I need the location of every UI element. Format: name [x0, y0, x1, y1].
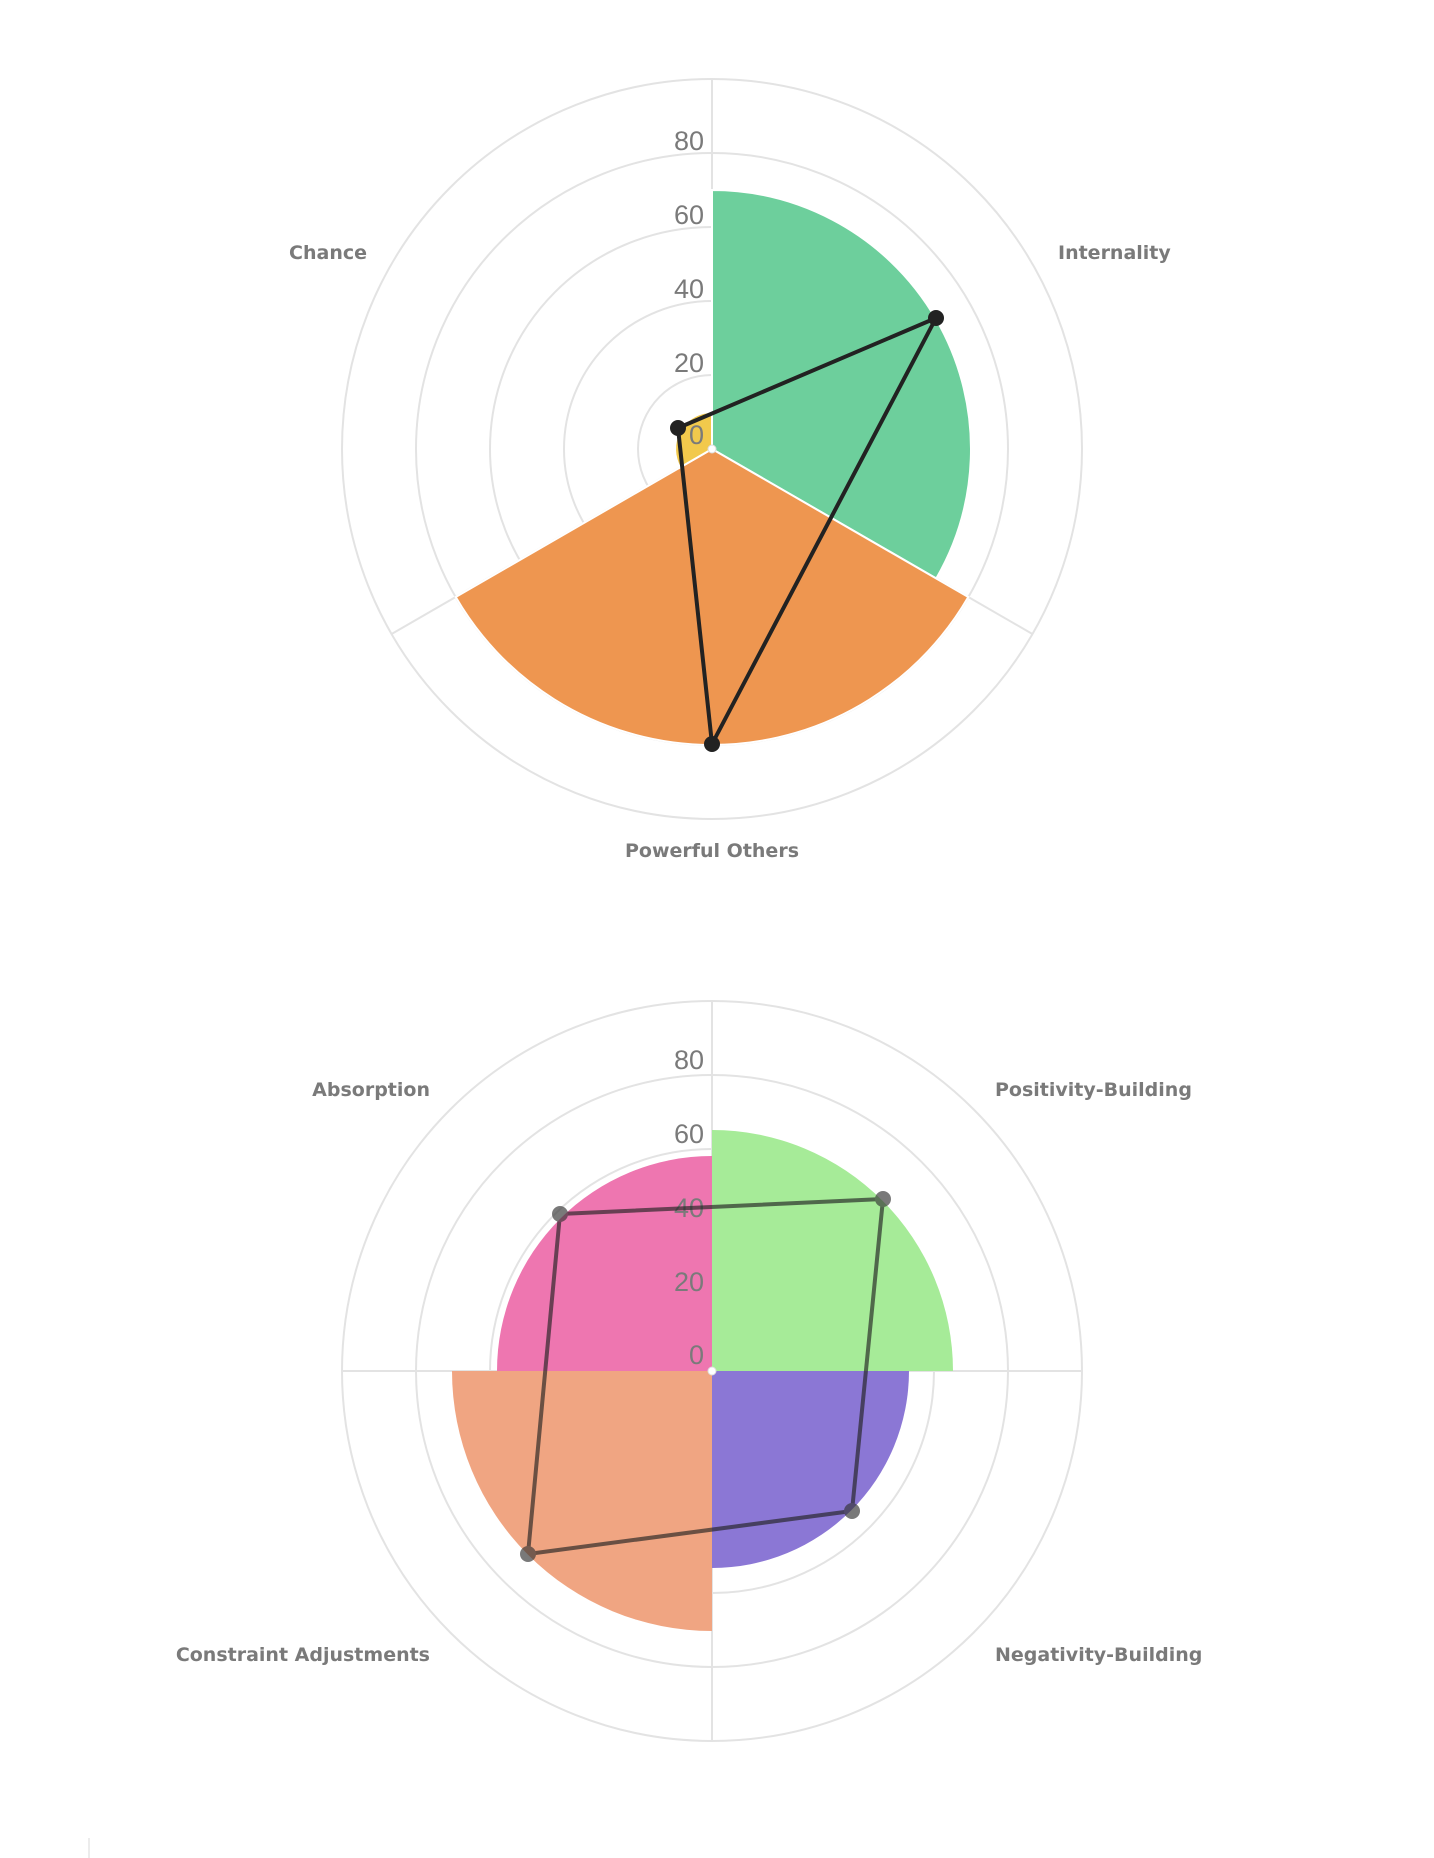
bottom-axis-labels: Positivity-Building Negativity-Building … [176, 1079, 1203, 1666]
svg-text:60: 60 [674, 1119, 704, 1149]
top-wedges [454, 188, 972, 746]
label-chance: Chance [289, 242, 367, 264]
svg-text:0: 0 [689, 1340, 704, 1370]
point-negativity-building[interactable] [844, 1503, 860, 1519]
label-powerful-others: Powerful Others [625, 840, 799, 862]
svg-text:40: 40 [674, 274, 704, 304]
point-constraint-adjustments[interactable] [520, 1546, 536, 1562]
bottom-radar-line [520, 1191, 891, 1562]
svg-text:60: 60 [674, 200, 704, 230]
top-radar-line [670, 310, 944, 752]
label-positivity-building: Positivity-Building [995, 1079, 1192, 1101]
wedge-constraint-adjustments[interactable] [452, 1371, 712, 1631]
scroll-edge-marker [88, 1838, 90, 1858]
point-powerful-others[interactable] [704, 736, 720, 752]
bottom-polar-chart: 80 60 40 20 0 Positivity-Building Negati… [176, 1000, 1203, 1742]
label-constraint-adjustments: Constraint Adjustments [176, 1644, 430, 1666]
svg-text:80: 80 [674, 126, 704, 156]
center-dot [707, 1366, 717, 1376]
label-internality: Internality [1058, 242, 1171, 264]
svg-text:80: 80 [674, 1045, 704, 1075]
point-positivity-building[interactable] [875, 1191, 891, 1207]
point-internality[interactable] [928, 310, 944, 326]
center-dot [707, 444, 717, 454]
svg-text:20: 20 [674, 348, 704, 378]
point-chance[interactable] [670, 420, 686, 436]
point-absorption[interactable] [552, 1206, 568, 1222]
svg-text:0: 0 [689, 420, 704, 450]
top-ticks: 80 60 40 20 0 [674, 126, 704, 450]
label-absorption: Absorption [312, 1079, 430, 1101]
wedge-absorption[interactable] [497, 1156, 712, 1371]
wedge-positivity-building[interactable] [712, 1130, 953, 1371]
wedge-negativity-building[interactable] [712, 1371, 909, 1568]
top-polar-chart: 80 60 40 20 0 Internality Powerful Other… [289, 78, 1171, 862]
top-axis-labels: Internality Powerful Others Chance [289, 242, 1171, 862]
label-negativity-building: Negativity-Building [995, 1644, 1202, 1666]
svg-text:20: 20 [674, 1267, 704, 1297]
